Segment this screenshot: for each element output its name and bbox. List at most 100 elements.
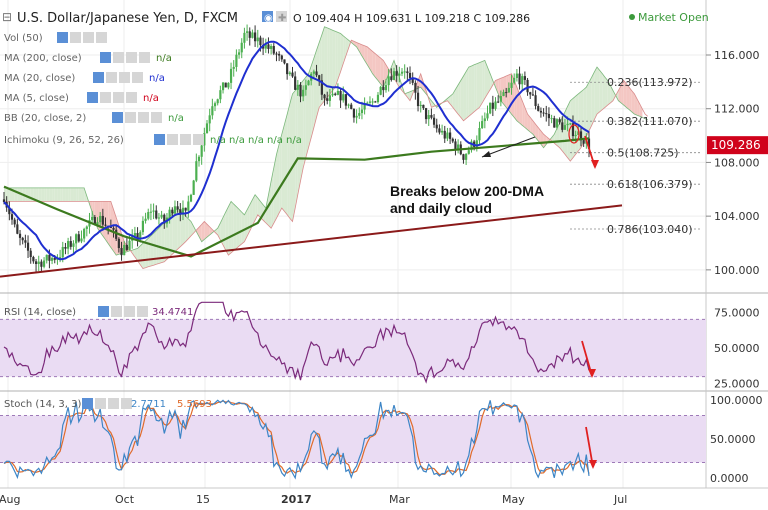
cloud-segment [570, 98, 573, 162]
ma-20-line [3, 40, 590, 261]
candle-body [390, 76, 393, 80]
indicator-visibility-toggle[interactable] [87, 92, 98, 103]
indicator-labels[interactable]: Vol (50) MA (200, close) n/a MA (20, close)… [4, 32, 302, 146]
price-pane[interactable] [0, 24, 706, 278]
candle-body [120, 248, 123, 256]
price-tick-label: 112.000 [714, 103, 760, 116]
cloud-segment [594, 67, 598, 120]
time-axis[interactable]: Aug Oct 15 2017 Mar May Jul [0, 493, 627, 506]
candle-body [251, 32, 254, 38]
cloud-segment [92, 201, 95, 221]
menu-icon[interactable]: ⊟ [2, 10, 12, 24]
candle-body [334, 93, 337, 95]
candle-body [245, 31, 249, 33]
indicator-visibility-toggle[interactable] [112, 112, 123, 123]
indicator-option-button[interactable] [70, 32, 81, 43]
indicator-option-button[interactable] [139, 52, 150, 63]
indicator-option-button[interactable] [193, 134, 204, 145]
cloud-segment [463, 71, 467, 121]
indicator-visibility-toggle[interactable] [93, 72, 104, 83]
cloud-segment [615, 90, 619, 101]
candle-body [259, 37, 262, 46]
indicator-option-button[interactable] [138, 112, 149, 123]
indicator-option-button[interactable] [125, 112, 136, 123]
candle-body [112, 227, 115, 230]
price-axis[interactable]: 116.000 112.000 108.000 104.000 100.000 [706, 49, 760, 277]
candle-body [558, 119, 561, 123]
cloud-segment [25, 187, 29, 202]
candle-body [304, 85, 307, 90]
cloud-segment [602, 73, 606, 110]
candle-body [347, 104, 350, 106]
candle-body [197, 156, 201, 162]
candle-body [128, 240, 131, 250]
cloud-segment [450, 93, 453, 108]
cloud-segment [297, 83, 301, 195]
candle-body [422, 104, 425, 109]
candle-body [61, 247, 64, 258]
cloud-segment [105, 201, 109, 244]
cloud-segment [255, 194, 258, 221]
candle-body [371, 101, 374, 103]
rsi-pane[interactable] [0, 301, 706, 384]
stoch-pane[interactable] [0, 399, 706, 480]
candle-body [200, 145, 203, 157]
candle-body [221, 82, 225, 91]
indicator-option-button[interactable] [119, 72, 130, 83]
cloud-segment [68, 187, 71, 202]
cloud-segment [44, 187, 47, 202]
cloud-segment [284, 114, 288, 215]
cloud-segment [6, 187, 10, 202]
candle-body [406, 71, 409, 73]
indicator-option-button[interactable] [83, 32, 94, 43]
indicator-option-button[interactable] [113, 52, 124, 63]
cloud-segment [150, 233, 154, 266]
indicator-option-button[interactable] [180, 134, 191, 145]
indicator-option-button[interactable] [100, 92, 111, 103]
cloud-segment [190, 221, 194, 236]
cloud-segment [300, 80, 304, 182]
indicator-visibility-toggle[interactable] [100, 52, 111, 63]
candle-body [29, 250, 32, 258]
cloud-segment [273, 154, 277, 224]
cloud-segment [503, 76, 507, 108]
cloud-segment [356, 42, 360, 52]
cloud-segment [140, 243, 143, 269]
cloud-segment [60, 187, 63, 202]
cloud-segment [292, 90, 296, 222]
time-tick-label: Aug [0, 493, 20, 506]
rsi-axis[interactable]: 75.0000 50.0000 25.0000 [714, 306, 760, 390]
indicator-option-button[interactable] [132, 72, 143, 83]
candle-body [326, 98, 329, 101]
symbol-title: U.S. Dollar/Japanese Yen, D, FXCM [17, 11, 238, 26]
indicator-option-button[interactable] [126, 92, 137, 103]
candle-body [83, 228, 86, 239]
fib-label: 0.382(111.070) [607, 115, 693, 128]
last-price-tag: 109.286 [707, 136, 768, 155]
candle-body [211, 106, 214, 116]
indicator-visibility-toggle[interactable] [57, 32, 68, 43]
candle-body [336, 90, 340, 95]
candle-body [419, 104, 422, 107]
trendline [0, 204, 623, 278]
candle-body [435, 124, 438, 129]
candle-body [187, 201, 190, 211]
indicator-value: n/a [156, 53, 172, 64]
candle-body [291, 72, 294, 77]
indicator-option-button[interactable] [167, 134, 178, 145]
indicator-option-button[interactable] [96, 32, 107, 43]
candle-body [374, 101, 377, 103]
stoch-axis[interactable]: 100.0000 50.0000 0.0000 [710, 394, 763, 485]
indicator-option-button[interactable] [113, 92, 124, 103]
cloud-segment [76, 187, 79, 202]
candle-body [50, 257, 54, 261]
indicator-option-button[interactable] [106, 72, 117, 83]
cloud-segment [407, 91, 411, 101]
indicator-option-button[interactable] [151, 112, 162, 123]
indicator-option-button[interactable] [126, 52, 137, 63]
header-buttons[interactable]: ◉ ✚ [262, 11, 287, 24]
candle-body [342, 94, 345, 101]
indicator-visibility-toggle[interactable] [154, 134, 165, 145]
candle-body [275, 53, 278, 55]
